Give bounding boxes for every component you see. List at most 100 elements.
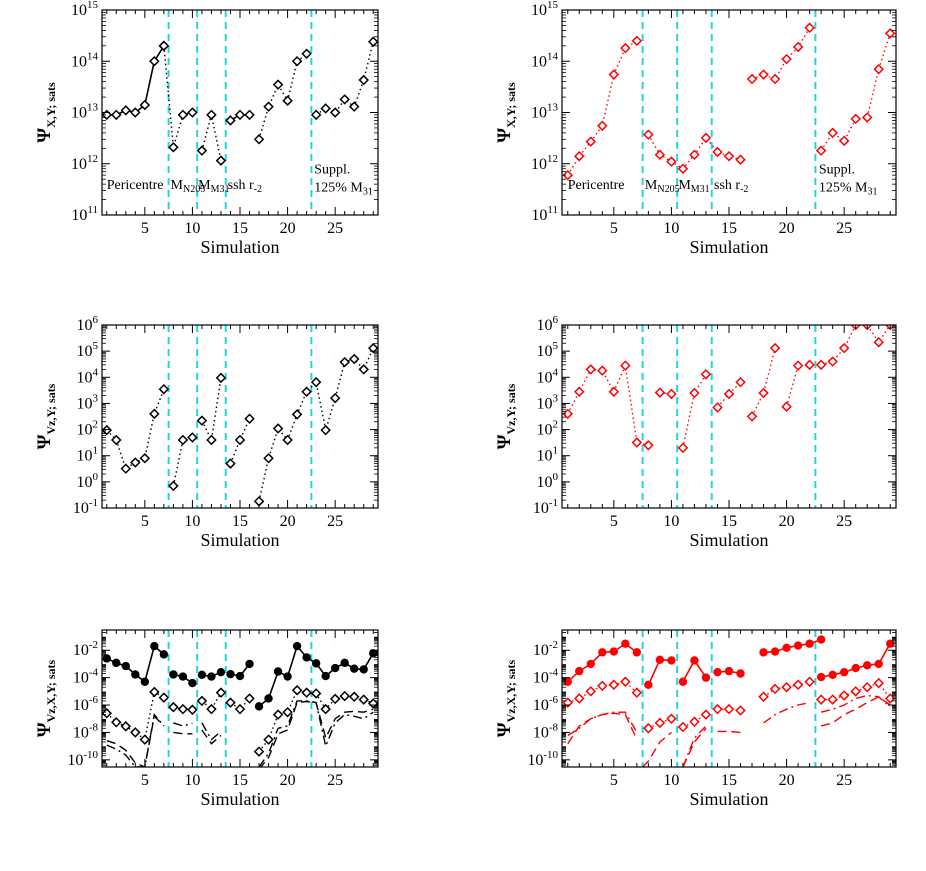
data-point-diamond xyxy=(769,73,781,85)
data-point-diamond xyxy=(329,107,341,118)
data-point-circle xyxy=(311,659,321,668)
series-line xyxy=(716,381,742,408)
data-point-diamond xyxy=(234,434,246,446)
data-point-diamond xyxy=(838,135,850,147)
y-tick-label: 105 xyxy=(77,340,99,360)
series-line xyxy=(106,45,165,116)
data-point-diamond xyxy=(850,686,861,697)
data-point-diamond xyxy=(608,69,620,80)
series-line xyxy=(258,700,374,767)
y-axis-label: ΨVz,X,Y; sats xyxy=(494,659,518,737)
data-point-diamond xyxy=(206,434,217,446)
data-point-circle xyxy=(713,667,722,677)
data-point-diamond xyxy=(348,691,360,703)
data-point-circle xyxy=(816,635,826,644)
data-point-diamond xyxy=(244,109,255,121)
data-point-circle xyxy=(667,656,676,665)
data-point-diamond xyxy=(677,442,689,454)
series-group xyxy=(102,342,378,507)
data-point-diamond xyxy=(827,694,838,705)
series-line xyxy=(106,388,165,470)
data-point-diamond xyxy=(196,145,208,156)
data-point-diamond xyxy=(804,676,815,688)
data-point-diamond xyxy=(225,458,236,469)
series-line xyxy=(642,731,672,767)
data-point-diamond xyxy=(139,99,151,111)
series-group xyxy=(102,36,378,166)
series-group xyxy=(562,635,896,767)
data-point-circle xyxy=(621,639,630,648)
x-tick-label: 10 xyxy=(184,513,200,530)
data-point-diamond xyxy=(339,690,350,702)
data-point-diamond xyxy=(187,107,198,118)
y-tick-label: 1012 xyxy=(531,153,558,173)
data-point-diamond xyxy=(620,42,631,54)
data-point-circle xyxy=(169,670,178,679)
data-point-diamond xyxy=(758,387,769,399)
data-point-diamond xyxy=(712,146,723,158)
y-tick-label: 1013 xyxy=(71,102,99,122)
data-point-diamond xyxy=(861,112,873,123)
data-point-diamond xyxy=(272,423,284,434)
x-axis-label: Simulation xyxy=(200,789,279,809)
data-point-diamond xyxy=(310,688,322,699)
data-point-diamond xyxy=(781,401,792,412)
data-point-diamond xyxy=(339,94,350,105)
series-group xyxy=(562,325,896,454)
data-point-diamond xyxy=(781,53,792,65)
data-point-diamond xyxy=(574,151,585,162)
data-point-diamond xyxy=(301,386,312,397)
series-line xyxy=(229,418,251,464)
data-point-diamond xyxy=(689,387,700,399)
data-point-circle xyxy=(330,663,340,673)
data-point-diamond xyxy=(139,734,151,745)
data-point-diamond xyxy=(597,365,608,376)
data-point-circle xyxy=(598,648,607,657)
annotation-text: Suppl. xyxy=(819,162,855,177)
panel-mid-right: 5 10 15 20 25 10-1 100 101 102 103 104 105 106 Simula… xyxy=(494,314,897,550)
data-point-circle xyxy=(350,664,359,673)
data-point-circle xyxy=(159,650,169,659)
x-axis-label: Simulation xyxy=(689,789,768,809)
y-axis-label: ΨX,Y; sats xyxy=(494,82,518,143)
data-point-diamond xyxy=(158,692,170,703)
plot-frame xyxy=(101,324,379,509)
data-point-diamond xyxy=(712,703,723,715)
data-point-diamond xyxy=(301,687,312,698)
series-line xyxy=(260,700,374,767)
data-point-diamond xyxy=(215,372,227,384)
data-point-circle xyxy=(839,667,849,677)
data-point-diamond xyxy=(574,386,585,397)
panel-top-right: 5 10 15 20 2510111012101310141015SimulationΨ… xyxy=(494,0,897,257)
data-point-diamond xyxy=(769,342,781,354)
x-tick-label: 15 xyxy=(721,772,737,789)
data-point-diamond xyxy=(120,105,132,116)
data-point-diamond xyxy=(215,155,227,166)
data-point-diamond xyxy=(339,356,350,368)
annotation-text: Pericentre xyxy=(568,178,625,193)
y-tick-label: 1015 xyxy=(71,0,99,19)
y-tick-label: 102 xyxy=(77,419,99,439)
series-line xyxy=(201,377,222,443)
x-tick-label: 10 xyxy=(663,772,679,789)
series-line xyxy=(785,364,810,407)
data-point-circle xyxy=(112,658,121,668)
data-point-circle xyxy=(736,669,745,678)
data-point-diamond xyxy=(827,127,838,139)
data-point-diamond xyxy=(234,703,246,715)
y-tick-label: 104 xyxy=(537,366,559,386)
data-point-circle xyxy=(254,702,264,711)
data-point-circle xyxy=(874,659,883,669)
x-axis-label: Simulation xyxy=(200,530,279,550)
data-point-diamond xyxy=(367,698,378,709)
data-point-circle xyxy=(724,666,734,676)
x-tick-label: 10 xyxy=(184,772,200,789)
series-line xyxy=(567,712,638,745)
y-tick-label: 106 xyxy=(77,314,99,334)
data-point-diamond xyxy=(130,457,141,468)
data-point-diamond xyxy=(367,36,378,48)
data-point-circle xyxy=(178,672,188,681)
data-point-diamond xyxy=(291,55,303,67)
data-point-diamond xyxy=(643,723,654,734)
data-point-diamond xyxy=(700,369,712,380)
